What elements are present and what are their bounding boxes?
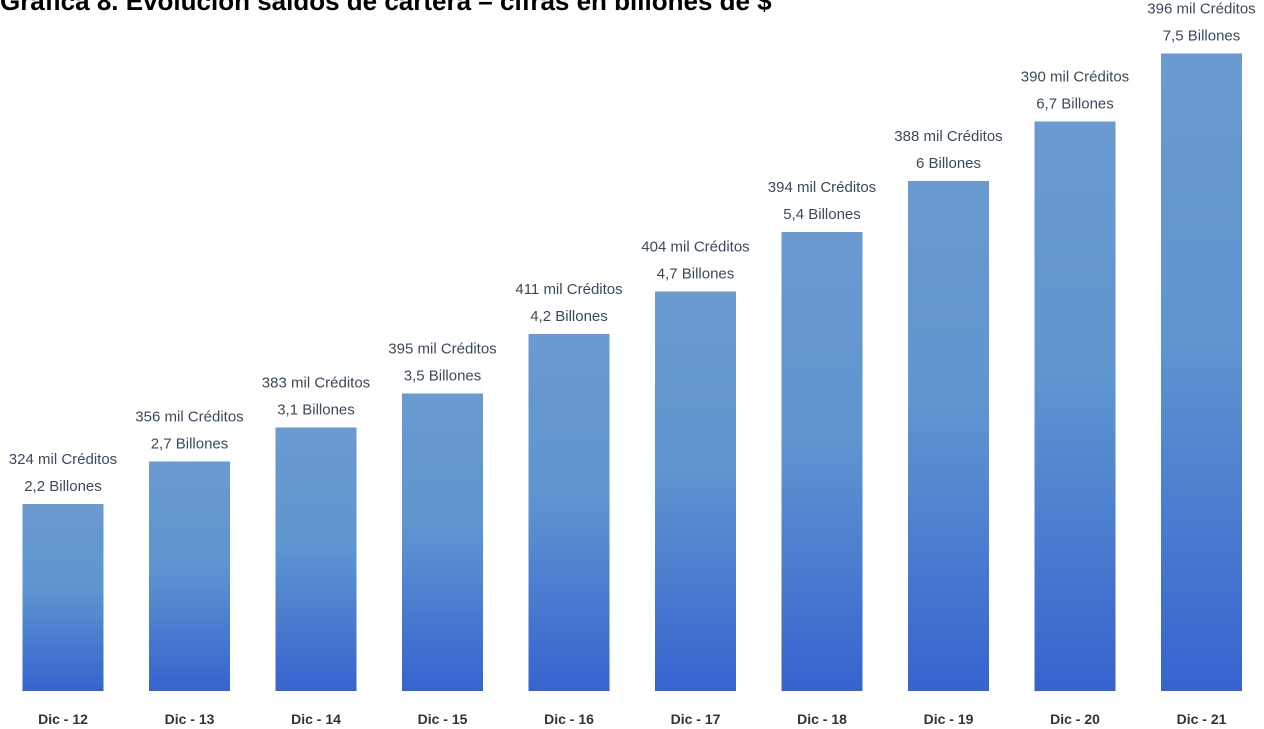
- value-label-1: 2,2 Billones: [24, 478, 102, 495]
- credit-label-7: 394 mil Créditos: [768, 179, 876, 196]
- x-tick-label-2: Dic - 13: [165, 711, 215, 727]
- value-label-8: 6 Billones: [916, 155, 981, 172]
- bar-4: [402, 393, 483, 691]
- value-label-3: 3,1 Billones: [277, 402, 355, 419]
- bar-10: [1161, 53, 1242, 691]
- value-label-7: 5,4 Billones: [783, 206, 861, 223]
- bar-9: [1034, 121, 1116, 691]
- value-label-9: 6,7 Billones: [1036, 96, 1114, 113]
- credit-label-2: 356 mil Créditos: [135, 409, 243, 426]
- credit-label-10: 396 mil Créditos: [1147, 1, 1255, 18]
- value-label-5: 4,2 Billones: [530, 308, 608, 325]
- bar-8: [908, 181, 989, 691]
- x-tick-label-9: Dic - 20: [1050, 711, 1100, 727]
- credit-label-1: 324 mil Créditos: [9, 451, 117, 468]
- credit-label-4: 395 mil Créditos: [388, 341, 496, 358]
- bar-2: [149, 461, 230, 691]
- credit-label-9: 390 mil Créditos: [1021, 69, 1129, 86]
- x-tick-label-5: Dic - 16: [544, 711, 594, 727]
- bar-3: [275, 427, 357, 691]
- bar-7: [781, 232, 863, 691]
- value-label-4: 3,5 Billones: [404, 368, 482, 385]
- bar-6: [655, 291, 736, 691]
- x-tick-label-7: Dic - 18: [797, 711, 847, 727]
- value-label-6: 4,7 Billones: [657, 266, 735, 283]
- x-tick-label-8: Dic - 19: [924, 711, 974, 727]
- x-tick-label-6: Dic - 17: [671, 711, 721, 727]
- bar-5: [528, 334, 610, 691]
- x-tick-label-10: Dic - 21: [1177, 711, 1227, 727]
- credit-label-8: 388 mil Créditos: [894, 128, 1002, 145]
- credit-label-5: 411 mil Créditos: [515, 281, 622, 298]
- value-label-10: 7,5 Billones: [1163, 28, 1241, 45]
- value-label-2: 2,7 Billones: [151, 436, 229, 453]
- chart-title: Gráfica 8. Evolución saldos de cartera –…: [0, 0, 772, 16]
- x-tick-label-3: Dic - 14: [291, 711, 341, 727]
- x-tick-label-1: Dic - 12: [38, 711, 88, 727]
- bar-1: [22, 504, 104, 691]
- credit-label-3: 383 mil Créditos: [262, 375, 370, 392]
- x-tick-label-4: Dic - 15: [418, 711, 468, 727]
- credit-label-6: 404 mil Créditos: [641, 239, 749, 256]
